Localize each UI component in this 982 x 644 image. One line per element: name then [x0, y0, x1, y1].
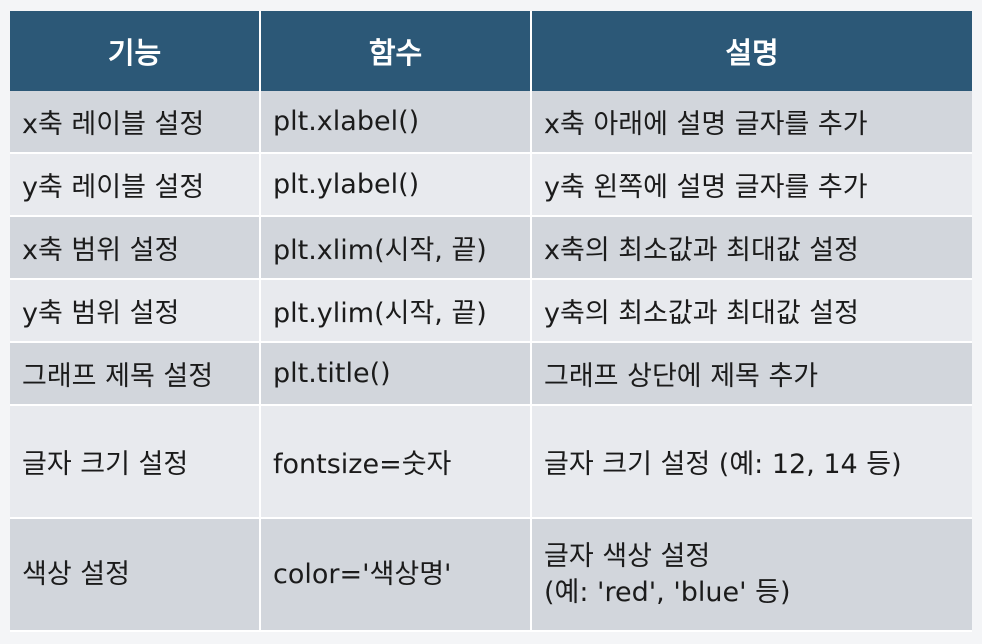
description-cell: 글자 색상 설정 (예: 'red', 'blue' 등) — [531, 518, 972, 632]
table-header-row: 기능 함수 설명 — [10, 11, 972, 91]
feature-cell: 글자 크기 설정 — [10, 405, 261, 519]
matplotlib-functions-table: 기능 함수 설명 x축 레이블 설정 plt.xlabel() x축 아래에 설… — [10, 11, 972, 632]
feature-cell: x축 범위 설정 — [10, 216, 261, 280]
function-cell: plt.title() — [260, 342, 532, 406]
header-description: 설명 — [531, 11, 972, 91]
header-function: 함수 — [260, 11, 532, 91]
function-cell: fontsize=숫자 — [260, 405, 532, 519]
function-cell: plt.ylim(시작, 끝) — [260, 279, 532, 343]
description-line-1: 글자 색상 설정 — [544, 540, 711, 572]
table-row: x축 레이블 설정 plt.xlabel() x축 아래에 설명 글자를 추가 — [10, 91, 972, 154]
table-row: 글자 크기 설정 fontsize=숫자 글자 크기 설정 (예: 12, 14… — [10, 405, 972, 519]
feature-cell: y축 레이블 설정 — [10, 153, 261, 217]
table-row: x축 범위 설정 plt.xlim(시작, 끝) x축의 최소값과 최대값 설정 — [10, 216, 972, 280]
table-row: y축 범위 설정 plt.ylim(시작, 끝) y축의 최소값과 최대값 설정 — [10, 279, 972, 343]
description-cell: 그래프 상단에 제목 추가 — [531, 342, 972, 406]
function-cell: plt.xlabel() — [260, 91, 532, 154]
header-feature: 기능 — [10, 11, 261, 91]
function-cell: plt.xlim(시작, 끝) — [260, 216, 532, 280]
table-row: 색상 설정 color='색상명' 글자 색상 설정 (예: 'red', 'b… — [10, 518, 972, 632]
description-cell: x축의 최소값과 최대값 설정 — [531, 216, 972, 280]
table-row: y축 레이블 설정 plt.ylabel() y축 왼쪽에 설명 글자를 추가 — [10, 153, 972, 217]
feature-cell: x축 레이블 설정 — [10, 91, 261, 154]
description-line-2: (예: 'red', 'blue' 등) — [544, 576, 791, 608]
feature-cell: y축 범위 설정 — [10, 279, 261, 343]
function-cell: plt.ylabel() — [260, 153, 532, 217]
feature-cell: 색상 설정 — [10, 518, 261, 632]
description-cell: x축 아래에 설명 글자를 추가 — [531, 91, 972, 154]
function-cell: color='색상명' — [260, 518, 532, 632]
description-cell: 글자 크기 설정 (예: 12, 14 등) — [531, 405, 972, 519]
feature-cell: 그래프 제목 설정 — [10, 342, 261, 406]
description-cell: y축 왼쪽에 설명 글자를 추가 — [531, 153, 972, 217]
table-row: 그래프 제목 설정 plt.title() 그래프 상단에 제목 추가 — [10, 342, 972, 406]
description-cell: y축의 최소값과 최대값 설정 — [531, 279, 972, 343]
